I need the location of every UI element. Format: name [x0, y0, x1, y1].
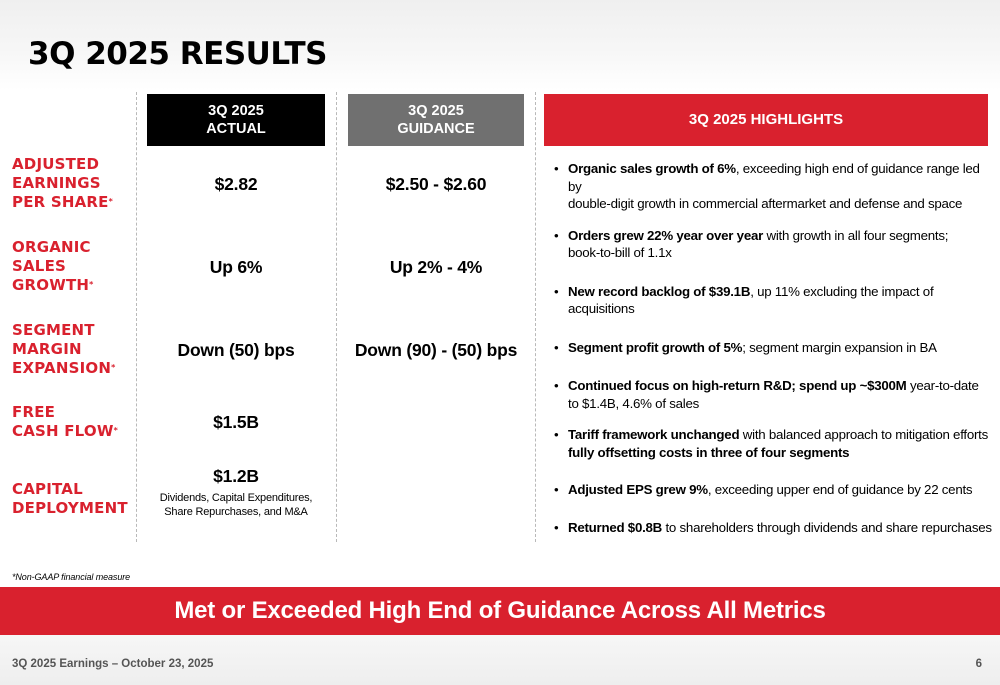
highlight-item: • Segment profit growth of 5%; segment m…	[554, 339, 937, 355]
capital-deployment-detail-line: Dividends, Capital Expenditures,	[159, 492, 313, 504]
guidance-value-organic-sales-growth: Up 2% - 4%	[389, 257, 483, 277]
actual-header-line1: 3Q 2025	[208, 103, 264, 119]
guidance-header-line2: GUIDANCE	[397, 121, 475, 137]
guidance-value-segment-margin: Down (90) - (50) bps	[354, 340, 518, 360]
capital-deployment-detail-line: Share Repurchases, and M&A	[164, 505, 308, 518]
guidance-value-adjusted-eps: $2.50 - $2.60	[385, 174, 487, 194]
row-label-adjusted-eps: ADJUSTED EARNINGS PER SHARE*	[12, 155, 113, 212]
row-label-line: DEPLOYMENT	[12, 499, 128, 517]
highlight-item: • Tariff framework unchanged with balanc…	[554, 427, 989, 460]
highlights-column-header: 3Q 2025 HIGHLIGHTS	[544, 94, 988, 146]
actual-column-header: 3Q 2025 ACTUAL	[147, 94, 325, 146]
actual-value-free-cash-flow: $1.5B	[213, 412, 259, 432]
row-label-line: CAPITAL	[12, 480, 83, 498]
bullet-icon: •	[554, 378, 559, 393]
actual-value-capital-deployment: $1.2B	[213, 466, 259, 486]
bullet-icon: •	[554, 519, 559, 535]
row-label-free-cash-flow: FREE CASH FLOW*	[12, 403, 118, 441]
row-label-line: CASH FLOW*	[12, 422, 118, 440]
highlight-item: • Orders grew 22% year over year with gr…	[554, 227, 949, 261]
row-label-line: MARGIN	[12, 340, 82, 358]
non-gaap-asterisk: *	[111, 363, 116, 372]
row-label-line: EXPANSION*	[12, 359, 116, 377]
highlight-item: • Organic sales growth of 6%, exceeding …	[554, 161, 980, 211]
row-label-capital-deployment: CAPITAL DEPLOYMENT	[12, 480, 128, 518]
highlight-item: • Returned $0.8B to shareholders through…	[554, 519, 992, 535]
row-label-organic-sales-growth: ORGANIC SALES GROWTH*	[12, 238, 94, 295]
highlight-item: • Adjusted EPS grew 9%, exceeding upper …	[554, 482, 973, 497]
column-divider	[535, 92, 536, 542]
actual-value-adjusted-eps: $2.82	[214, 174, 258, 194]
row-label-line: EARNINGS	[12, 174, 101, 192]
row-label-segment-margin-expansion: SEGMENT MARGIN EXPANSION*	[12, 321, 115, 378]
column-divider	[136, 92, 137, 542]
bullet-icon: •	[554, 161, 559, 176]
row-label-line: GROWTH*	[12, 276, 94, 294]
bullet-icon: •	[554, 339, 559, 355]
summary-banner: Met or Exceeded High End of Guidance Acr…	[0, 587, 1000, 635]
page-number: 6	[975, 658, 982, 670]
page-title: 3Q 2025 RESULTS	[28, 36, 327, 72]
row-label-line: ORGANIC	[12, 238, 91, 256]
footer-date: 3Q 2025 Earnings – October 23, 2025	[12, 658, 214, 670]
row-label-line: SEGMENT	[12, 321, 95, 339]
bullet-icon: •	[554, 283, 559, 299]
capital-deployment-detail: Dividends, Capital Expenditures, Share R…	[147, 492, 325, 519]
actual-value-segment-margin: Down (50) bps	[177, 340, 295, 360]
bullet-icon: •	[554, 482, 559, 497]
row-label-line: ADJUSTED	[12, 155, 100, 173]
actual-header-line2: ACTUAL	[206, 121, 266, 137]
highlight-item: • Continued focus on high-return R&D; sp…	[554, 378, 979, 411]
bullet-icon: •	[554, 227, 559, 243]
row-label-line: FREE	[12, 403, 56, 421]
bullet-icon: •	[554, 427, 559, 442]
guidance-column-header: 3Q 2025 GUIDANCE	[348, 94, 524, 146]
highlight-item: • New record backlog of $39.1B, up 11% e…	[554, 283, 934, 317]
actual-value-organic-sales-growth: Up 6%	[209, 257, 263, 277]
column-divider	[336, 92, 337, 542]
row-label-line: SALES	[12, 257, 67, 275]
footnote: *Non-GAAP financial measure	[12, 572, 131, 582]
row-label-line: PER SHARE*	[12, 193, 113, 211]
guidance-header-line1: 3Q 2025	[408, 103, 464, 119]
footer-background	[0, 632, 1000, 685]
non-gaap-asterisk: *	[89, 280, 94, 289]
non-gaap-asterisk: *	[113, 426, 118, 435]
highlights-list: • Organic sales growth of 6%, exceeding …	[554, 160, 994, 536]
header-background	[0, 0, 1000, 90]
non-gaap-asterisk: *	[108, 197, 113, 206]
